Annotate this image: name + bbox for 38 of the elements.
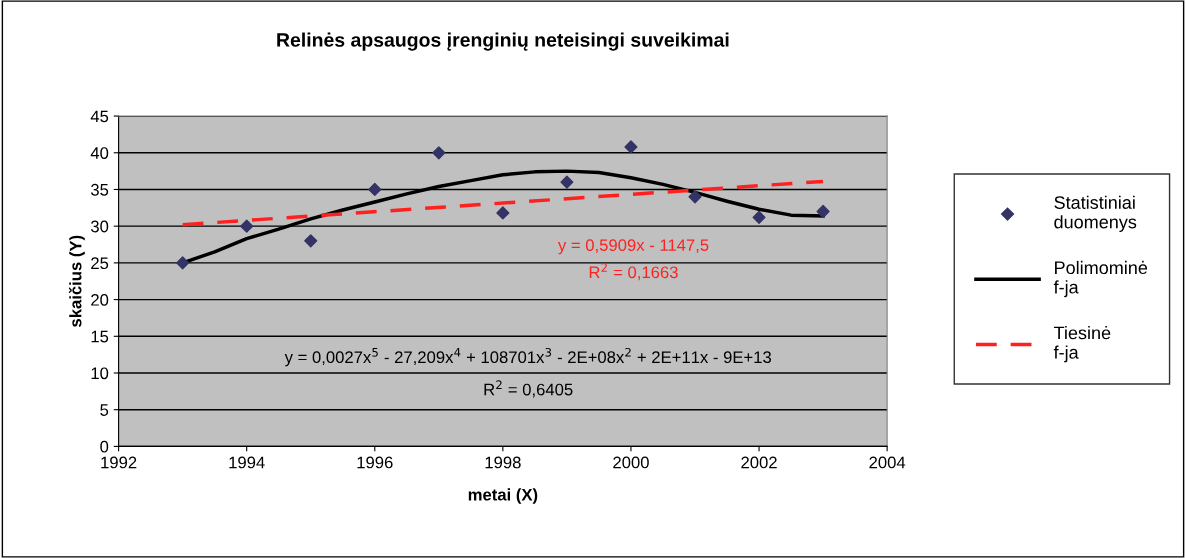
point — [304, 234, 318, 248]
legend-label: Tiesinė f-ja — [1053, 326, 1111, 363]
point — [432, 146, 446, 160]
y-tick-label: 30 — [90, 220, 109, 233]
x-tick-label: 1998 — [485, 456, 521, 469]
y-tick-label: 35 — [90, 183, 109, 196]
x-tick-label: 1996 — [357, 456, 393, 469]
x-tick-label: 2002 — [741, 456, 777, 469]
legend-label: Polimominė f-ja — [1053, 260, 1148, 298]
x-tick-label: 2000 — [613, 456, 649, 469]
point — [752, 210, 766, 224]
y-tick-label: 25 — [91, 257, 109, 270]
x-axis-title: metai (X) — [468, 488, 538, 504]
y-tick-label: 40 — [90, 147, 109, 159]
annotation: R$^{2}$ = 0,1663 — [589, 263, 678, 281]
x-tick-label: 1992 — [101, 456, 137, 469]
point — [176, 256, 190, 270]
y-tick-label: 5 — [100, 404, 109, 416]
legend-label: Statistiniai duomenys — [1054, 195, 1137, 232]
annotation: R$^{2}$ = 0,6405 — [484, 380, 573, 398]
annotation: y = 0,5909x - 1147,5 — [557, 239, 709, 255]
point — [560, 175, 574, 189]
y-axis-title: skaičius (Y) — [68, 235, 85, 327]
y-tick-label: 15 — [91, 330, 109, 343]
y-tick-label: 10 — [91, 367, 109, 380]
y-tick-label: 45 — [90, 110, 109, 123]
x-tick-label: 1994 — [229, 456, 265, 469]
x-tick-label: 2004 — [869, 456, 906, 469]
y-tick-label: 0 — [100, 440, 109, 453]
chart-title: Relinės apsaugos įrenginių neteisingi suveikimai — [277, 32, 729, 51]
text: y = 0,0027x$^{5}$ - 27,209x$^{4}$ + 108701x$^{3}$ - 2E+08x$^{2}$ + 2E+11x - 9E+13 — [284, 347, 772, 367]
point — [496, 206, 510, 220]
point — [816, 204, 830, 219]
point — [624, 140, 638, 154]
y-tick-label: 20 — [91, 293, 109, 306]
point — [688, 190, 702, 204]
point — [240, 219, 254, 233]
point — [368, 182, 382, 197]
